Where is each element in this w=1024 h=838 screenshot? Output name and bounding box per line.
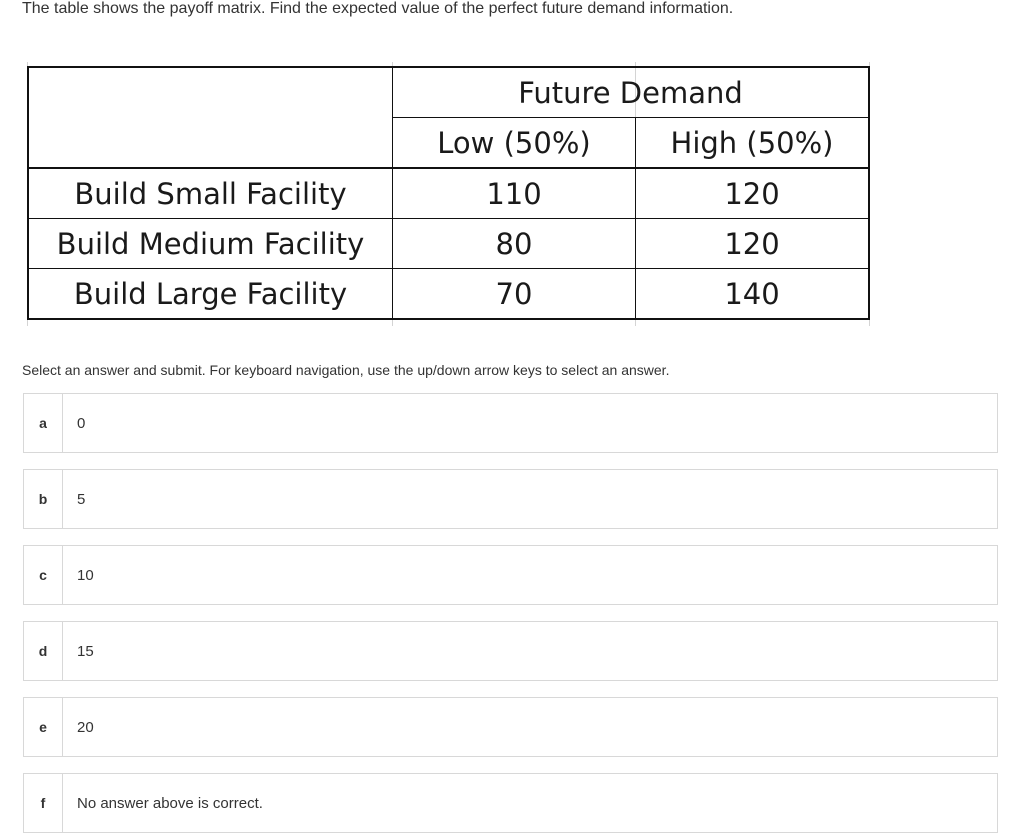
answer-option-a[interactable]: a 0 — [23, 393, 998, 453]
row-label-small: Build Small Facility — [27, 168, 393, 219]
option-text: 15 — [77, 642, 94, 660]
option-text: 0 — [77, 414, 86, 432]
cell-small-low: 110 — [392, 168, 636, 219]
payoff-table: Future Demand Low (50%) High (50%) Build… — [27, 66, 870, 320]
cell-large-high: 140 — [635, 268, 870, 320]
answer-option-f[interactable]: f No answer above is correct. — [23, 773, 998, 833]
grid-line — [869, 62, 870, 326]
answer-option-b[interactable]: b 5 — [23, 469, 998, 529]
question-text: The table shows the payoff matrix. Find … — [22, 0, 734, 17]
option-letter: c — [24, 546, 63, 604]
cell-small-high: 120 — [635, 168, 870, 219]
answer-option-c[interactable]: c 10 — [23, 545, 998, 605]
row-label-large: Build Large Facility — [27, 268, 393, 320]
option-letter: f — [24, 774, 63, 832]
row-label-medium: Build Medium Facility — [27, 218, 393, 269]
empty-corner-cell — [27, 66, 393, 169]
option-text: 10 — [77, 566, 94, 584]
answer-option-e[interactable]: e 20 — [23, 697, 998, 757]
cell-medium-low: 80 — [392, 218, 636, 269]
cell-large-low: 70 — [392, 268, 636, 320]
option-letter: e — [24, 698, 63, 756]
answer-option-d[interactable]: d 15 — [23, 621, 998, 681]
option-letter: a — [24, 394, 63, 452]
future-demand-header: Future Demand — [392, 66, 870, 118]
option-letter: b — [24, 470, 63, 528]
column-header-high: High (50%) — [635, 117, 870, 169]
option-text: 5 — [77, 490, 86, 508]
cell-medium-high: 120 — [635, 218, 870, 269]
column-header-low: Low (50%) — [392, 117, 636, 169]
option-text: 20 — [77, 718, 94, 736]
option-text: No answer above is correct. — [77, 794, 263, 812]
payoff-matrix-image: Future Demand Low (50%) High (50%) Build… — [27, 62, 870, 326]
option-letter: d — [24, 622, 63, 680]
instructions-text: Select an answer and submit. For keyboar… — [22, 362, 670, 378]
